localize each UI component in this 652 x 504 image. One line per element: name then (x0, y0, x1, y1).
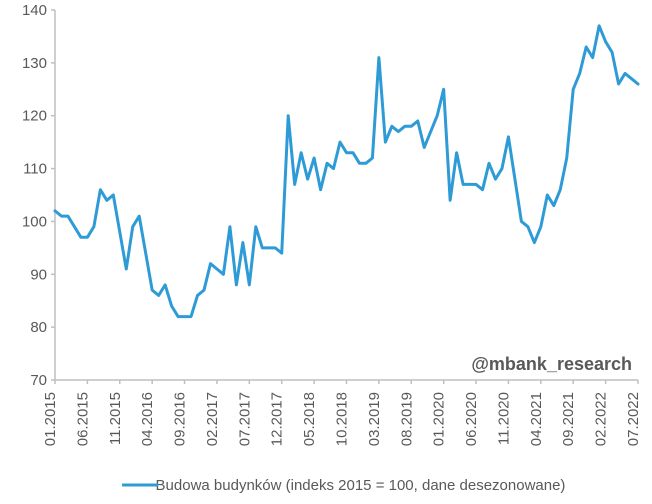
y-tick-label: 110 (23, 161, 47, 178)
x-tick-label: 11.2020 (495, 392, 512, 445)
x-tick-label: 11.2015 (107, 392, 124, 445)
x-tick-label: 10.2018 (334, 392, 351, 446)
series-line (55, 26, 638, 317)
x-tick-label: 05.2018 (301, 392, 318, 446)
x-tick-label: 09.2021 (560, 392, 577, 446)
x-tick-label: 03.2019 (366, 392, 383, 446)
x-tick-label: 01.2015 (42, 392, 59, 446)
x-tick-label: 06.2015 (74, 392, 91, 446)
x-tick-label: 01.2020 (431, 392, 448, 446)
y-tick-label: 70 (30, 372, 47, 389)
y-tick-label: 90 (30, 266, 47, 283)
y-tick-label: 130 (22, 55, 47, 72)
x-tick-label: 07.2017 (236, 392, 253, 446)
x-tick-label: 08.2019 (398, 392, 415, 446)
x-tick-label: 12.2017 (269, 392, 286, 446)
y-tick-label: 140 (22, 2, 47, 19)
legend-label: Budowa budynków (indeks 2015 = 100, dane… (156, 477, 566, 494)
x-tick-label: 07.2022 (625, 392, 642, 446)
x-tick-label: 04.2021 (528, 392, 545, 446)
x-tick-label: 09.2016 (172, 392, 189, 446)
x-tick-label: 04.2016 (139, 392, 156, 446)
x-tick-label: 02.2022 (593, 392, 610, 446)
y-tick-label: 120 (22, 108, 47, 125)
x-tick-label: 06.2020 (463, 392, 480, 446)
x-tick-label: 02.2017 (204, 392, 221, 446)
y-tick-label: 80 (30, 319, 47, 336)
watermark-text: @mbank_research (471, 354, 632, 374)
y-tick-label: 100 (22, 213, 47, 230)
line-chart: 70 80 90 100 110 120 130 140 01.2015 06.2015 11.20… (0, 0, 652, 504)
chart-svg: 70 80 90 100 110 120 130 140 01.2015 06.2015 11.20… (0, 0, 652, 504)
